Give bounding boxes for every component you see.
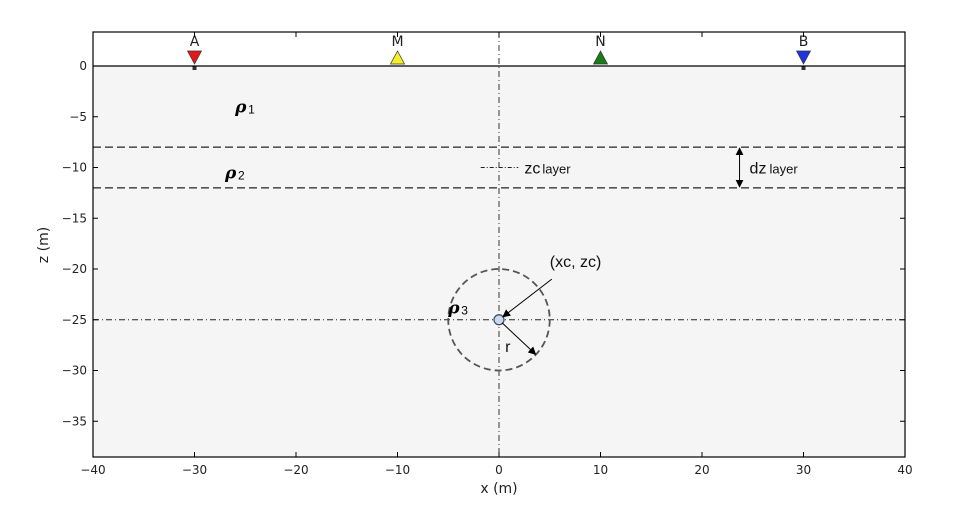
sphere-center-marker — [493, 314, 505, 326]
radius-label: r — [505, 339, 511, 356]
x-tick-label: 0 — [495, 463, 503, 477]
electrode-n-marker — [592, 50, 609, 65]
rho-subscript-1: 1 — [248, 103, 255, 117]
sphere-target — [447, 268, 551, 372]
zc-layer-label: zc — [524, 161, 540, 178]
zc-layer-subscript: layer — [542, 162, 571, 177]
x-tick-label: 40 — [897, 463, 912, 477]
center-label: (xc, zc) — [550, 254, 602, 271]
annotations: ρ 1ρ 2ρ 3zc layer dz layer(xc, zc)r — [224, 98, 798, 357]
electrode-b-marker — [795, 50, 812, 65]
dz-layer-subscript: layer — [770, 162, 799, 177]
y-tick-label: −10 — [62, 161, 87, 175]
x-tick-label: 30 — [796, 463, 811, 477]
x-tick-label: −20 — [283, 463, 308, 477]
x-tick-label: −10 — [385, 463, 410, 477]
electrode-m-label: M — [391, 34, 403, 50]
electrode-n-label: N — [595, 34, 605, 50]
rho-label-3: ρ — [447, 299, 460, 319]
x-tick-label: 10 — [593, 463, 608, 477]
dz-layer-label: dz — [750, 161, 767, 178]
sphere-outline — [447, 268, 551, 372]
y-tick-label: −25 — [62, 313, 87, 327]
x-tick-label: −40 — [80, 463, 105, 477]
y-axis-label: z (m) — [36, 227, 52, 263]
rho-subscript-3: 3 — [461, 304, 468, 318]
radius-arrow — [501, 322, 537, 355]
layer-boundaries — [93, 146, 905, 189]
center-arrow — [502, 278, 553, 318]
x-axis-ticks: −40 −30 −20 −10 0 10 20 30 40 — [80, 32, 913, 477]
electrode-a-label: A — [190, 34, 200, 50]
y-tick-label: −20 — [62, 262, 87, 276]
electrode-a-marker — [186, 50, 203, 65]
x-tick-label: 20 — [694, 463, 709, 477]
rho-subscript-2: 2 — [238, 169, 245, 183]
x-tick-label: −30 — [182, 463, 207, 477]
x-axis-label: x (m) — [480, 481, 517, 497]
y-tick-label: −15 — [62, 211, 87, 225]
electrode-m-marker — [389, 50, 406, 65]
y-tick-label: −5 — [69, 110, 87, 124]
rho-label-2: ρ — [224, 164, 237, 184]
y-tick-label: 0 — [79, 59, 87, 73]
electrode-b-stake — [801, 66, 806, 70]
y-tick-label: −35 — [62, 414, 87, 428]
y-tick-label: −30 — [62, 364, 87, 378]
electrode-b-label: B — [799, 34, 809, 50]
rho-label-1: ρ — [234, 98, 247, 118]
electrode-a-stake — [192, 66, 197, 70]
y-axis-ticks: 0 −5 −10 −15 −20 −25 −30 −35 — [62, 59, 905, 428]
